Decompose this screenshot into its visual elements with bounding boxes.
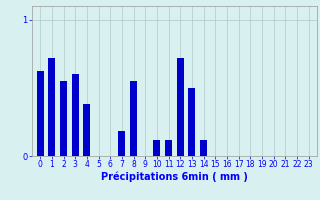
X-axis label: Précipitations 6min ( mm ): Précipitations 6min ( mm ) [101, 172, 248, 182]
Bar [200, 140, 207, 156]
Bar [72, 74, 79, 156]
Bar [83, 104, 90, 156]
Bar [118, 131, 125, 156]
Bar [165, 140, 172, 156]
Bar [48, 58, 55, 156]
Bar [177, 58, 184, 156]
Bar [60, 81, 67, 156]
Bar [37, 71, 44, 156]
Bar [153, 140, 160, 156]
Bar [188, 88, 196, 156]
Bar [130, 81, 137, 156]
